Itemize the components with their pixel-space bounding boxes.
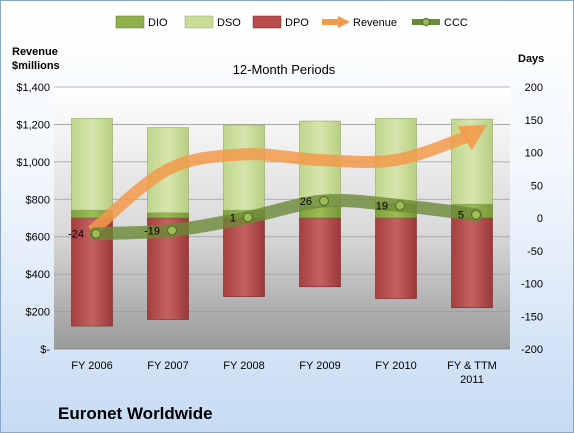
ccc-line	[89, 193, 483, 241]
legend-dpo: DPO	[252, 15, 309, 29]
right-tick-label: -150	[521, 311, 543, 323]
ccc-marker	[319, 195, 329, 206]
legend-revenue-arrow-head	[338, 16, 350, 28]
ccc-data-label: 5	[458, 210, 464, 222]
left-axis-title-line2: $millions	[12, 60, 60, 72]
bar-dpo	[375, 217, 417, 299]
right-tick-label: -100	[521, 279, 543, 291]
legend-ccc: CCC	[412, 17, 468, 29]
legend-dso-label: DSO	[217, 17, 241, 29]
ccc-data-label: 26	[300, 196, 312, 208]
bar-dio	[147, 212, 189, 219]
plot-area	[54, 87, 510, 349]
revenue-series	[88, 124, 488, 236]
x-axis-labels: FY 2006 FY 2007 FY 2008 FY 2009 FY 2010 FY & …	[71, 360, 497, 386]
ccc-marker	[91, 228, 101, 239]
legend-dpo-label: DPO	[285, 17, 309, 29]
bar-dpo	[451, 217, 493, 309]
right-tick-label: 50	[531, 180, 543, 192]
left-tick-label: $1,400	[16, 82, 50, 94]
ccc-series: -24 -19 1 26 19 5	[68, 193, 483, 241]
right-tick-label: 0	[537, 213, 543, 225]
revenue-arrowhead	[457, 124, 488, 151]
right-tick-label: 150	[525, 115, 543, 127]
left-tick-label: $800	[26, 194, 50, 206]
x-tick-label: FY 2007	[147, 360, 188, 372]
x-tick-label: FY 2006	[71, 360, 112, 372]
bar-dpo	[299, 217, 341, 288]
left-tick-label: $-	[40, 344, 50, 356]
legend-ccc-marker	[422, 18, 430, 26]
right-axis-title: Days	[518, 53, 544, 65]
x-tick-label: FY 2010	[375, 360, 416, 372]
ccc-marker	[471, 209, 481, 220]
left-tick-label: $200	[26, 307, 50, 319]
x-tick-label: FY 2009	[299, 360, 340, 372]
legend-revenue: Revenue	[322, 16, 397, 29]
right-axis-ticks: -200 -150 -100 -50 0 50 100 150 200	[521, 82, 543, 356]
left-axis-title-line1: Revenue	[12, 46, 58, 58]
left-axis-ticks: $- $200 $400 $600 $800 $1,000 $1,200 $1,400	[16, 82, 50, 356]
legend-dpo-swatch	[252, 15, 282, 29]
right-tick-label: 100	[525, 148, 543, 160]
ccc-data-label: -24	[68, 229, 84, 241]
ccc-marker	[395, 200, 405, 211]
left-tick-label: $400	[26, 269, 50, 281]
x-tick-label: FY 2008	[223, 360, 264, 372]
legend-ccc-label: CCC	[444, 17, 468, 29]
right-tick-label: -50	[527, 246, 543, 258]
legend-revenue-label: Revenue	[353, 17, 397, 29]
left-tick-label: $600	[26, 232, 50, 244]
legend-dio-swatch	[115, 15, 145, 29]
legend-dso: DSO	[184, 15, 241, 29]
left-tick-label: $1,200	[16, 119, 50, 131]
right-tick-label: 200	[525, 82, 543, 94]
gridlines	[54, 86, 510, 350]
x-tick-label: FY & TTM	[447, 360, 497, 372]
legend-dso-swatch	[184, 15, 214, 29]
ccc-marker	[243, 212, 253, 223]
bar-dso	[71, 118, 113, 211]
revenue-line	[88, 130, 470, 236]
right-tick-label: -200	[521, 344, 543, 356]
legend-dio: DIO	[115, 15, 168, 29]
ccc-marker	[167, 225, 177, 236]
x-tick-label: 2011	[460, 374, 484, 386]
bar-dpo	[223, 217, 265, 297]
left-tick-label: $1,000	[16, 157, 50, 169]
chart-subtitle: 12-Month Periods	[233, 62, 336, 77]
company-name: Euronet Worldwide	[58, 404, 213, 423]
ccc-data-label: -19	[144, 225, 160, 237]
legend-dio-label: DIO	[148, 17, 168, 29]
legend: DIO DSO DPO Revenue CCC	[115, 15, 468, 29]
bar-dso	[223, 124, 265, 211]
ccc-data-label: 1	[230, 212, 236, 224]
ccc-data-label: 19	[376, 201, 388, 213]
